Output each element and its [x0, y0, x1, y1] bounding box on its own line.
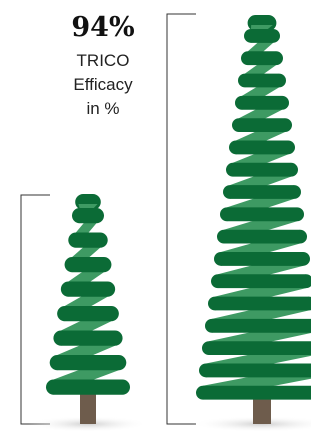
caption-line: Efficacy [73, 75, 133, 94]
branch [211, 274, 311, 288]
branch [46, 380, 130, 395]
branch [217, 230, 307, 244]
trunk [80, 390, 96, 424]
branch [226, 163, 298, 177]
branch [72, 208, 104, 223]
branch [238, 74, 286, 88]
headline: 94% [71, 12, 134, 43]
branch [199, 364, 311, 378]
branch [223, 185, 301, 199]
branch [53, 331, 122, 346]
branch [65, 257, 112, 272]
branch [229, 141, 295, 155]
bracket [21, 195, 50, 424]
ground-shadow [192, 416, 311, 432]
caption-line: TRICO [77, 51, 130, 70]
branch [196, 386, 311, 400]
branch [208, 297, 311, 311]
branch [232, 118, 292, 132]
branch [68, 233, 107, 248]
branch [57, 306, 119, 321]
branch [235, 96, 289, 110]
branch [50, 355, 127, 370]
caption-line: in % [86, 99, 119, 118]
branch [61, 282, 115, 297]
branch [241, 51, 283, 65]
bracket [167, 14, 196, 424]
branch [205, 319, 311, 333]
branch [214, 252, 310, 266]
branch [220, 207, 304, 221]
branch [244, 29, 280, 43]
trees [46, 15, 311, 400]
branch [202, 341, 311, 355]
infographic: 94% TRICO Efficacy in % [0, 0, 311, 432]
